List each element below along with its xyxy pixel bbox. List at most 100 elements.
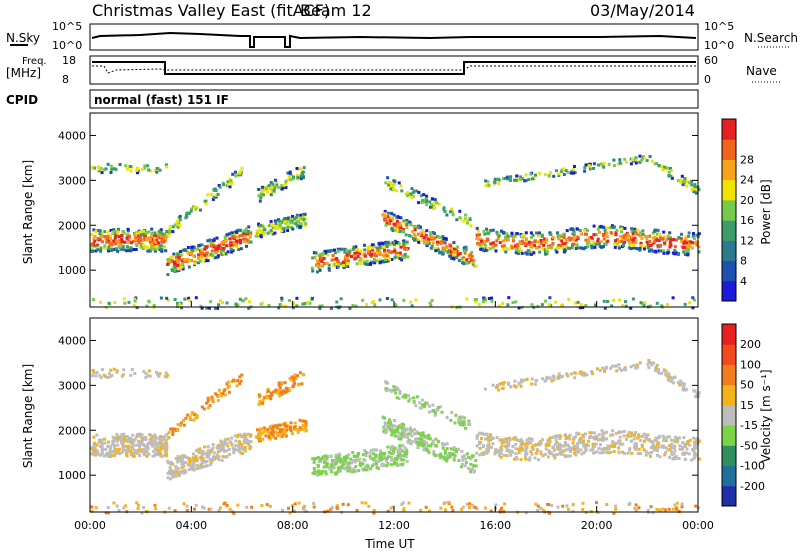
velocity-scatter-point xyxy=(609,433,613,437)
power-scatter-point xyxy=(209,252,213,256)
power-scatter-point xyxy=(257,194,261,198)
velocity-scatter-point xyxy=(419,442,423,446)
power-scatter-point xyxy=(385,219,389,223)
power-scatter-point xyxy=(92,166,96,170)
power-scatter-point xyxy=(187,296,191,300)
velocity-scatter-point xyxy=(371,452,375,456)
velocity-scatter-point xyxy=(143,453,146,457)
velocity-scatter-point xyxy=(408,397,412,401)
velocity-scatter-point xyxy=(423,403,427,407)
power-scatter-point xyxy=(557,243,561,247)
velocity-scatter-point xyxy=(129,450,133,453)
power-scatter-point xyxy=(649,304,652,308)
power-scatter-point xyxy=(589,243,593,247)
power-scatter-point xyxy=(401,240,405,244)
velocity-scatter-point xyxy=(595,434,599,438)
velocity-scatter-point xyxy=(199,463,203,466)
velocity-scatter-point xyxy=(475,436,479,440)
nave-trace xyxy=(92,65,696,74)
power-scatter-point xyxy=(339,262,343,266)
velocity-scatter-point xyxy=(361,462,365,466)
velocity-scatter-point xyxy=(266,387,270,391)
velocity-scatter-point xyxy=(637,447,641,451)
velocity-scatter-point xyxy=(525,438,529,442)
power-scatter-point xyxy=(639,242,643,246)
velocity-scatter-point xyxy=(352,467,356,471)
velocity-scatter-point xyxy=(290,378,294,382)
power-scatter-point xyxy=(601,245,605,249)
velocity-scatter-point xyxy=(98,438,101,442)
power-scatter-point xyxy=(127,249,131,253)
velocity-scatter-point xyxy=(159,446,163,450)
velocity-scatter-point xyxy=(217,509,221,512)
velocity-scatter-point xyxy=(554,442,557,446)
power-scatter-point xyxy=(427,242,431,246)
velocity-scatter-point xyxy=(106,444,110,448)
power-scatter-point xyxy=(694,241,698,245)
velocity-scatter-point xyxy=(363,449,367,453)
power-scatter-point xyxy=(178,257,181,261)
power-scatter-point xyxy=(507,296,511,300)
velocity-scatter-point xyxy=(390,425,394,429)
power-scatter-point xyxy=(665,166,669,170)
velocity-scatter-point xyxy=(235,384,239,388)
power-scatter-point xyxy=(585,232,588,236)
power-scatter-point xyxy=(630,242,634,246)
power-scatter-point xyxy=(666,236,670,240)
velocity-scatter-point xyxy=(385,464,389,468)
velocity-scatter-point xyxy=(137,448,141,452)
power-scatter-point xyxy=(530,303,534,307)
power-scatter-point xyxy=(574,238,578,242)
velocity-scatter-point xyxy=(561,504,565,508)
power-scatter-point xyxy=(474,300,478,304)
velocity-scatter-point xyxy=(383,452,387,455)
velocity-scatter-point xyxy=(541,454,545,458)
velocity-scatter-point xyxy=(337,468,341,472)
power-scatter-point xyxy=(660,164,664,168)
velocity-scatter-point xyxy=(192,456,196,460)
power-scatter-point xyxy=(624,233,628,237)
power-scatter-point xyxy=(549,171,553,174)
power-scatter-point xyxy=(389,181,393,185)
velocity-scatter-point xyxy=(539,452,543,455)
velocity-scatter-point xyxy=(649,505,653,509)
power-scatter-point xyxy=(452,247,456,251)
velocity-scatter-point xyxy=(200,458,204,462)
power-scatter-point xyxy=(150,243,154,247)
velocity-scatter-point xyxy=(501,438,505,442)
power-scatter-point xyxy=(634,238,638,242)
power-scatter-point xyxy=(540,303,544,307)
velocity-scatter-point xyxy=(405,427,409,431)
velocity-scatter-point xyxy=(682,382,686,386)
power-scatter-point xyxy=(521,241,525,245)
power-scatter-point xyxy=(676,179,680,183)
power-scatter-point xyxy=(686,253,690,257)
velocity-scatter-point xyxy=(348,466,352,470)
power-scatter-point xyxy=(670,238,674,242)
velocity-scatter-point xyxy=(595,450,599,454)
velocity-scatter-point xyxy=(596,367,599,371)
velocity-scatter-point xyxy=(404,393,408,397)
velocity-scatter-point xyxy=(292,375,296,379)
velocity-scatter-point xyxy=(398,456,401,460)
velocity-scatter-point xyxy=(497,388,501,392)
velocity-scatter-point xyxy=(569,372,573,376)
velocity-scatter-point xyxy=(402,458,406,462)
power-scatter-point xyxy=(560,239,564,243)
power-scatter-point xyxy=(354,248,358,252)
power-colorbar-segment xyxy=(722,260,736,282)
power-scatter-point xyxy=(111,231,114,234)
velocity-scatter-point xyxy=(269,391,273,395)
velocity-scatter-point xyxy=(546,440,550,444)
power-scatter-point xyxy=(192,206,196,210)
velocity-scatter-point xyxy=(348,461,352,465)
velocity-scatter-point xyxy=(283,431,287,435)
power-scatter-point xyxy=(593,303,597,307)
power-scatter-point xyxy=(458,209,462,213)
power-scatter-point xyxy=(299,177,303,181)
power-scatter-point xyxy=(536,234,540,238)
power-scatter-point xyxy=(320,304,324,308)
freq-label-1: Freq. xyxy=(22,56,47,67)
velocity-scatter-point xyxy=(464,461,468,465)
power-scatter-point xyxy=(203,247,207,251)
